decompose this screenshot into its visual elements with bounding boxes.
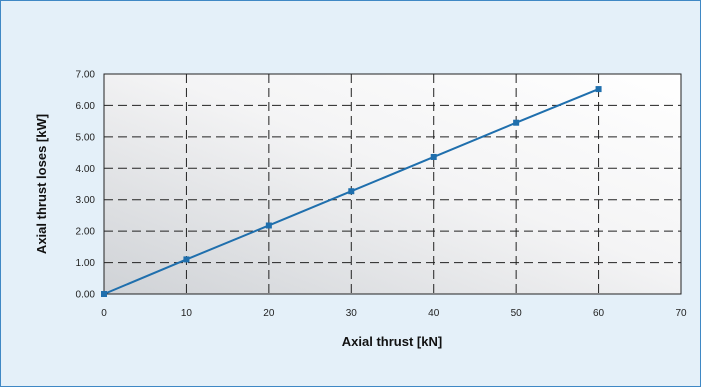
x-tick-label: 40 bbox=[428, 308, 440, 319]
data-point bbox=[101, 291, 107, 297]
data-point bbox=[430, 153, 437, 160]
y-tick-label: 6.00 bbox=[76, 101, 96, 112]
x-tick-label: 70 bbox=[675, 308, 687, 319]
data-point bbox=[183, 256, 190, 263]
data-point bbox=[265, 222, 272, 229]
y-tick-label: 7.00 bbox=[76, 70, 96, 81]
plot-area bbox=[103, 73, 682, 295]
y-axis-ticks: 0.00 1.00 2.00 3.00 4.00 5.00 6.00 7.00 bbox=[76, 70, 96, 301]
x-axis-ticks: 0 10 20 30 40 50 60 70 bbox=[101, 308, 687, 319]
data-point bbox=[348, 188, 355, 195]
x-tick-label: 10 bbox=[181, 308, 193, 319]
x-tick-label: 50 bbox=[511, 308, 523, 319]
x-tick-label: 20 bbox=[263, 308, 275, 319]
data-point bbox=[513, 119, 520, 126]
gridlines bbox=[104, 74, 681, 294]
y-axis-title: Axial thrust loses [kW] bbox=[34, 114, 49, 254]
y-tick-label: 3.00 bbox=[76, 195, 96, 206]
x-tick-label: 60 bbox=[593, 308, 605, 319]
data-point bbox=[595, 86, 602, 93]
y-tick-label: 0.00 bbox=[76, 290, 96, 301]
y-tick-label: 4.00 bbox=[76, 164, 96, 175]
x-tick-label: 0 bbox=[101, 308, 107, 319]
x-axis-title: Axial thrust [kN] bbox=[342, 334, 442, 349]
y-tick-label: 2.00 bbox=[76, 227, 96, 238]
x-tick-label: 30 bbox=[346, 308, 358, 319]
y-tick-label: 1.00 bbox=[76, 258, 96, 269]
series-layer bbox=[101, 86, 602, 297]
y-tick-label: 5.00 bbox=[76, 132, 96, 143]
